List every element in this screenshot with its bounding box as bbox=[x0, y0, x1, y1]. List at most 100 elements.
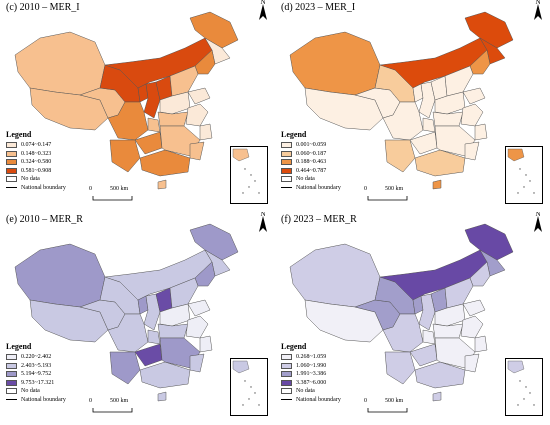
region-fujian bbox=[189, 141, 205, 161]
legend-swatch-nodata bbox=[281, 176, 292, 183]
panel-title: (d) 2023 – MER_I bbox=[281, 2, 356, 13]
region-shandong bbox=[187, 299, 211, 317]
legend-swatch bbox=[281, 150, 292, 157]
south-china-sea-inset bbox=[505, 358, 543, 416]
region-tibet bbox=[29, 299, 109, 343]
legend-label-nodata: No data bbox=[21, 388, 40, 395]
region-hubei bbox=[157, 323, 189, 339]
region-yunnan bbox=[384, 351, 416, 385]
legend-label-boundary: National boundary bbox=[21, 184, 66, 191]
legend-label-nodata: No data bbox=[296, 388, 315, 395]
region-zhejiang bbox=[199, 335, 213, 353]
region-zhejiang bbox=[474, 123, 488, 141]
scale-bar-graphic bbox=[367, 408, 408, 413]
region-yunnan bbox=[109, 351, 141, 385]
legend: Legend 0.001~0.059 0.060~0.187 0.188~0.4… bbox=[281, 130, 341, 192]
region-zhejiang bbox=[474, 335, 488, 353]
region-chongqing bbox=[422, 117, 436, 133]
north-arrow-icon bbox=[534, 4, 542, 20]
boundary-line-icon bbox=[6, 187, 17, 189]
legend-label-boundary: National boundary bbox=[21, 396, 66, 403]
legend-swatch bbox=[6, 142, 17, 149]
legend-swatch bbox=[6, 150, 17, 157]
region-heilongjiang bbox=[189, 223, 239, 261]
region-jilin bbox=[204, 249, 231, 277]
legend-swatch bbox=[6, 362, 17, 369]
legend-label: 0.074~0.147 bbox=[21, 142, 52, 149]
china-map-f bbox=[289, 223, 514, 402]
inset-map bbox=[507, 360, 535, 406]
legend-label: 0.001~0.059 bbox=[296, 142, 327, 149]
legend-swatch bbox=[281, 159, 292, 166]
region-tibet bbox=[304, 87, 384, 131]
north-label: N bbox=[535, 212, 541, 218]
inset-map bbox=[232, 148, 260, 194]
legend-label: 0.268~1.059 bbox=[296, 354, 327, 361]
south-china-sea-inset bbox=[230, 146, 268, 204]
north-arrow-icon bbox=[259, 4, 267, 20]
region-shandong bbox=[462, 87, 486, 105]
legend-label: 0.060~0.187 bbox=[296, 150, 327, 157]
boundary-line-icon bbox=[281, 399, 292, 401]
panel-title: (c) 2010 – MER_I bbox=[6, 2, 80, 13]
north-label: N bbox=[260, 212, 266, 218]
china-map-d bbox=[289, 11, 514, 190]
legend-label: 0.188~0.463 bbox=[296, 159, 327, 166]
panel-title: (f) 2023 – MER_R bbox=[281, 214, 357, 225]
scale-bar-graphic bbox=[92, 196, 133, 201]
region-jiangsu-anhui bbox=[185, 103, 209, 127]
legend-swatch bbox=[281, 379, 292, 386]
region-hubei bbox=[432, 111, 464, 127]
region-jiangsu-anhui bbox=[460, 315, 484, 339]
scale-bar-graphic bbox=[367, 196, 408, 201]
scale-distance: 500 km bbox=[110, 186, 129, 192]
region-sichuan bbox=[107, 101, 149, 141]
legend-label: 5.194~9.752 bbox=[21, 371, 52, 378]
south-china-sea-inset bbox=[230, 358, 268, 416]
legend-label: 0.324~0.580 bbox=[21, 159, 52, 166]
legend-swatch bbox=[281, 371, 292, 378]
north-label: N bbox=[535, 0, 541, 6]
region-fujian bbox=[464, 353, 480, 373]
region-guangxi-guangdong bbox=[139, 149, 191, 177]
region-xinjiang bbox=[289, 243, 381, 308]
region-heilongjiang bbox=[464, 11, 514, 49]
region-xinjiang bbox=[14, 31, 106, 96]
legend-swatch bbox=[281, 362, 292, 369]
region-jilin bbox=[204, 37, 231, 65]
region-tibet bbox=[29, 87, 109, 131]
boundary-line-icon bbox=[281, 187, 292, 189]
legend: Legend 0.220~2.402 2.403~5.193 5.194~9.7… bbox=[6, 342, 66, 404]
legend-label: 0.220~2.402 bbox=[21, 354, 52, 361]
region-sichuan bbox=[382, 101, 424, 141]
region-hainan bbox=[432, 179, 442, 190]
inset-map bbox=[507, 148, 535, 194]
region-sichuan bbox=[107, 313, 149, 353]
legend-swatch bbox=[6, 159, 17, 166]
region-hebei bbox=[169, 65, 199, 97]
north-label: N bbox=[260, 0, 266, 6]
region-hubei bbox=[432, 323, 464, 339]
north-arrow-icon bbox=[259, 216, 267, 232]
region-jilin bbox=[479, 249, 506, 277]
panel-title: (e) 2010 – MER_R bbox=[6, 214, 83, 225]
region-hebei bbox=[444, 65, 474, 97]
legend-label: 1.060~1.990 bbox=[296, 362, 327, 369]
legend-swatch bbox=[6, 371, 17, 378]
region-fujian bbox=[189, 353, 205, 373]
north-arrow-icon bbox=[534, 216, 542, 232]
legend-label: 0.581~0.908 bbox=[21, 167, 52, 174]
region-guangxi-guangdong bbox=[414, 149, 466, 177]
scale-zero: 0 bbox=[89, 398, 92, 404]
legend-swatch-nodata bbox=[281, 388, 292, 395]
scale-bar-graphic bbox=[92, 408, 133, 413]
legend-swatch-nodata bbox=[6, 176, 17, 183]
region-hainan bbox=[432, 391, 442, 402]
region-xinjiang bbox=[14, 243, 106, 308]
legend-label-boundary: National boundary bbox=[296, 184, 341, 191]
scale-zero: 0 bbox=[89, 186, 92, 192]
panel-c: (c) 2010 – MER_I N Legend 0.074~0.147 0.… bbox=[0, 0, 275, 212]
region-sichuan bbox=[382, 313, 424, 353]
region-heilongjiang bbox=[464, 223, 514, 261]
